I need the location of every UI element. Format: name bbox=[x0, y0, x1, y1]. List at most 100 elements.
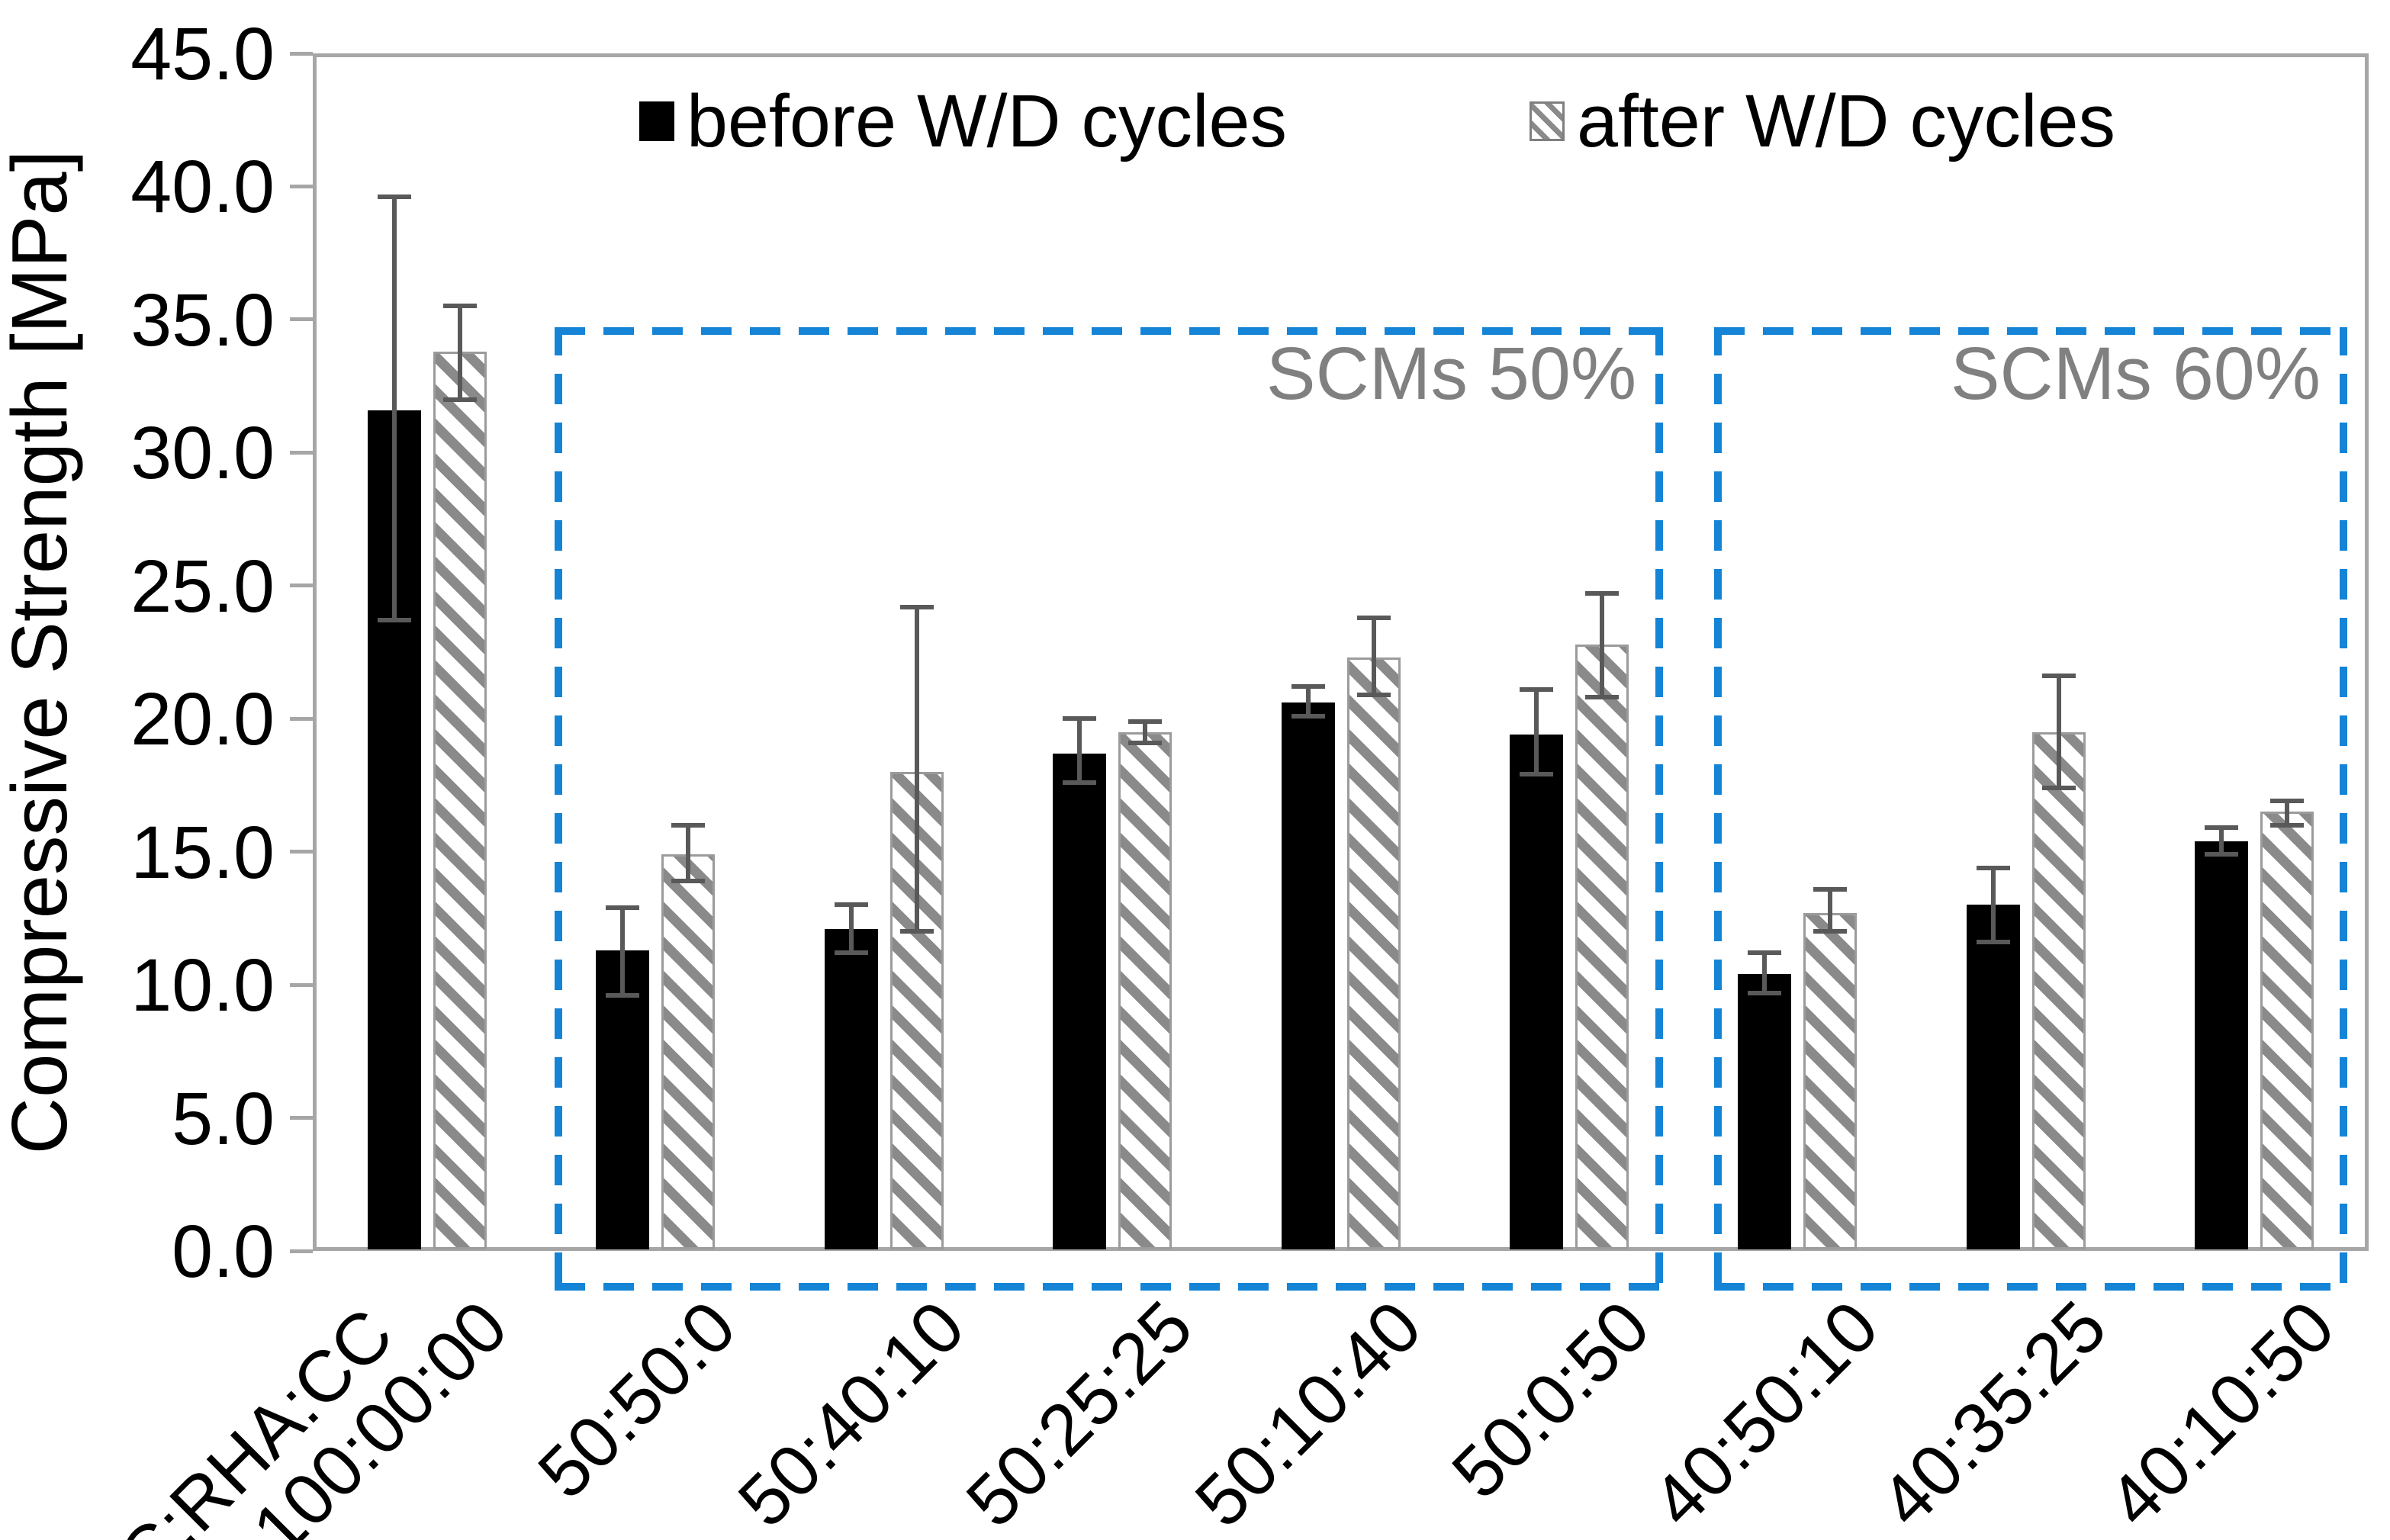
y-tick-mark bbox=[290, 317, 313, 322]
y-tick-label: 40.0 bbox=[130, 145, 275, 229]
y-tick-label: 25.0 bbox=[130, 544, 275, 628]
legend-entry-before: before W/D cycles bbox=[639, 84, 1287, 158]
x-category-label-40:10:50: 40:10:50 bbox=[2093, 1285, 2350, 1540]
error-bar-cap bbox=[1813, 886, 1848, 892]
error-bar-before-50:25:25 bbox=[1077, 719, 1082, 783]
error-bar-after-50:50:0 bbox=[686, 825, 691, 882]
y-tick-mark bbox=[290, 850, 313, 854]
bar-before-40:10:50 bbox=[2195, 841, 2249, 1249]
error-bar-cap bbox=[377, 195, 411, 200]
bar-before-50:50:0 bbox=[596, 950, 650, 1249]
error-bar-after-50:10:40 bbox=[1371, 617, 1376, 695]
error-bar-after-50:40:10 bbox=[914, 606, 919, 932]
error-bar-cap bbox=[1063, 780, 1097, 785]
y-tick-label: 10.0 bbox=[130, 944, 275, 1027]
scm-box-edge bbox=[1713, 327, 1722, 1283]
error-bar-after-40:50:10 bbox=[1828, 889, 1833, 932]
error-bar-after-100:00:00 bbox=[457, 306, 462, 400]
error-bar-cap bbox=[1519, 772, 1553, 777]
error-bar-cap bbox=[834, 950, 868, 956]
error-bar-cap bbox=[1748, 990, 1782, 995]
bar-after-50:0:50 bbox=[1575, 644, 1629, 1249]
error-bar-cap bbox=[1584, 695, 1619, 700]
error-bar-before-40:50:10 bbox=[1762, 953, 1768, 993]
error-bar-cap bbox=[1584, 591, 1619, 596]
scm-box-edge bbox=[554, 327, 1664, 336]
error-bar-cap bbox=[671, 822, 706, 828]
error-bar-cap bbox=[2270, 822, 2305, 828]
x-category-label-40:50:10: 40:50:10 bbox=[1636, 1285, 1894, 1540]
error-bar-after-40:35:25 bbox=[2056, 676, 2061, 788]
scm-box-edge bbox=[554, 327, 562, 1283]
x-category-label-50:10:40: 50:10:40 bbox=[1179, 1285, 1437, 1540]
error-bar-cap bbox=[2270, 799, 2305, 804]
bar-before-50:40:10 bbox=[824, 928, 878, 1249]
error-bar-cap bbox=[2041, 785, 2076, 790]
y-tick-mark bbox=[290, 450, 313, 455]
error-bar-cap bbox=[899, 604, 934, 609]
bar-after-50:50:0 bbox=[661, 854, 716, 1249]
scm-box-edge bbox=[554, 1283, 1664, 1291]
y-tick-label: 5.0 bbox=[172, 1076, 275, 1160]
y-tick-label: 0.0 bbox=[172, 1210, 275, 1293]
error-bar-cap bbox=[606, 905, 640, 910]
y-tick-mark bbox=[290, 1249, 313, 1253]
scm-box-edge bbox=[1713, 327, 2347, 336]
error-bar-cap bbox=[1128, 719, 1163, 724]
error-bar-after-50:25:25 bbox=[1143, 721, 1148, 743]
x-category-label-50:0:50: 50:0:50 bbox=[1436, 1285, 1665, 1514]
bar-after-40:50:10 bbox=[1803, 912, 1858, 1249]
error-bar-cap bbox=[1813, 929, 1848, 934]
bar-after-40:10:50 bbox=[2260, 812, 2314, 1249]
error-bar-before-100:00:00 bbox=[391, 197, 397, 621]
y-tick-mark bbox=[290, 982, 313, 987]
error-bar-cap bbox=[606, 993, 640, 998]
error-bar-cap bbox=[1291, 684, 1325, 690]
error-bar-before-40:35:25 bbox=[1990, 867, 1996, 943]
error-bar-after-40:10:50 bbox=[2285, 801, 2290, 825]
error-bar-cap bbox=[2041, 674, 2076, 679]
error-bar-before-50:40:10 bbox=[848, 905, 854, 953]
scm-box-edge bbox=[1713, 1283, 2347, 1291]
y-tick-label: 45.0 bbox=[130, 12, 275, 95]
bar-before-40:35:25 bbox=[1966, 905, 2020, 1249]
bar-before-50:25:25 bbox=[1053, 753, 1107, 1249]
y-tick-mark bbox=[290, 584, 313, 588]
legend-swatch-after-hatched bbox=[1530, 101, 1565, 141]
y-tick-mark bbox=[290, 1116, 313, 1120]
error-bar-cap bbox=[1356, 615, 1391, 620]
x-category-label-40:35:25: 40:35:25 bbox=[1865, 1285, 2122, 1540]
scm-box-edge bbox=[2339, 327, 2347, 1283]
y-tick-label: 15.0 bbox=[130, 810, 275, 894]
error-bar-cap bbox=[1976, 865, 2010, 870]
y-tick-label: 20.0 bbox=[130, 677, 275, 761]
error-bar-cap bbox=[1128, 740, 1163, 745]
error-bar-before-50:10:40 bbox=[1305, 686, 1311, 716]
scm-box-edge bbox=[1655, 327, 1664, 1283]
legend-label-before: before W/D cycles bbox=[687, 79, 1287, 162]
error-bar-before-50:0:50 bbox=[1533, 689, 1539, 775]
error-bar-cap bbox=[1356, 692, 1391, 697]
x-category-label-50:40:10: 50:40:10 bbox=[722, 1285, 980, 1540]
scm-box-label: SCMs 50% bbox=[1266, 332, 1637, 416]
bar-after-40:35:25 bbox=[2031, 731, 2086, 1249]
error-bar-cap bbox=[1291, 713, 1325, 719]
error-bar-cap bbox=[2205, 825, 2239, 831]
x-category-label-50:50:0: 50:50:0 bbox=[523, 1285, 751, 1514]
legend-entry-after: after W/D cycles bbox=[1530, 84, 2115, 158]
y-tick-mark bbox=[290, 716, 313, 721]
bar-after-50:25:25 bbox=[1118, 731, 1172, 1249]
y-tick-label: 35.0 bbox=[130, 278, 275, 362]
error-bar-before-50:50:0 bbox=[620, 907, 626, 996]
error-bar-cap bbox=[1519, 686, 1553, 692]
error-bar-before-40:10:50 bbox=[2219, 828, 2224, 855]
bar-before-50:0:50 bbox=[1509, 735, 1563, 1249]
legend-label-after: after W/D cycles bbox=[1577, 79, 2116, 162]
y-axis-title: Compressive Strength [MPa] bbox=[0, 149, 83, 1155]
error-bar-cap bbox=[671, 879, 706, 884]
error-bar-cap bbox=[1063, 716, 1097, 722]
scm-box-label: SCMs 60% bbox=[1950, 332, 2321, 416]
error-bar-cap bbox=[834, 902, 868, 908]
y-tick-label: 30.0 bbox=[130, 411, 275, 495]
